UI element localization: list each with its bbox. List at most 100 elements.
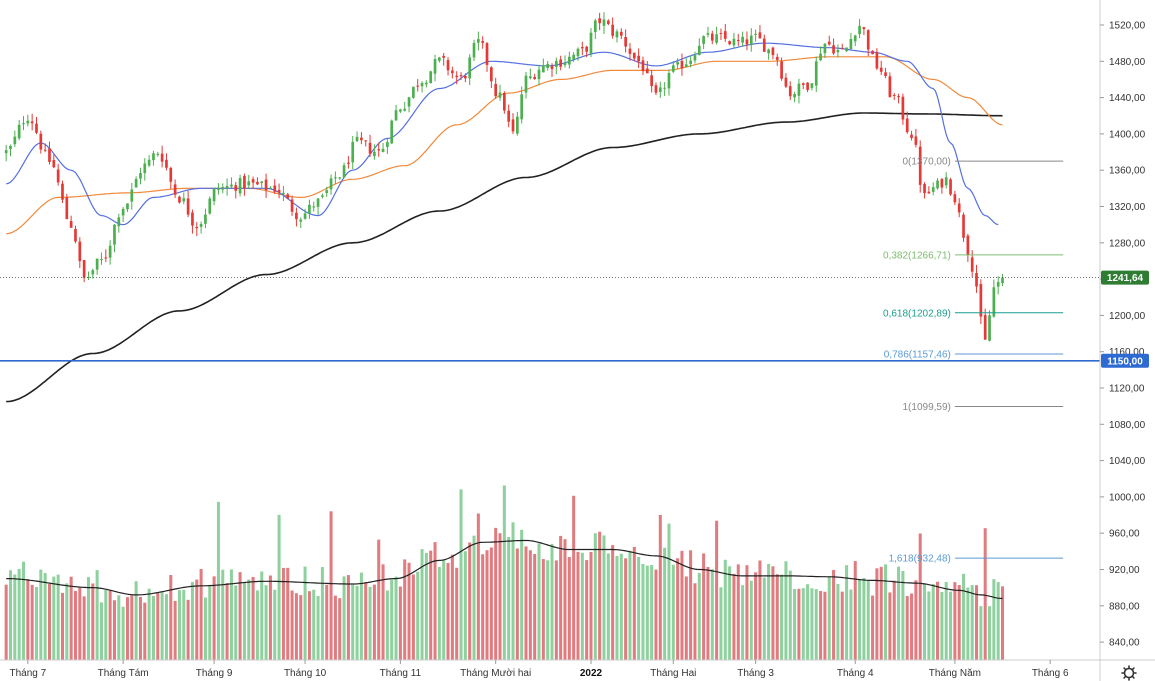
candle-body [684, 64, 688, 67]
candle-body [979, 283, 983, 317]
volume-bar [758, 560, 762, 661]
candle-body [819, 53, 822, 61]
candle-body [160, 153, 164, 162]
volume-bar [884, 564, 888, 661]
volume-bar [988, 606, 992, 661]
candle-body [152, 153, 155, 161]
x-tick-label[interactable]: Tháng 4 [837, 668, 874, 679]
candle-body [949, 179, 952, 195]
volume-bar [515, 548, 519, 661]
candle-body [762, 38, 766, 52]
volume-bar [840, 591, 844, 661]
candle-body [494, 83, 498, 97]
volume-bar [208, 584, 212, 661]
candle-body [628, 48, 632, 54]
volume-bar [996, 582, 1000, 661]
candle-body [749, 35, 753, 45]
candle-body [260, 181, 264, 184]
candle-body [892, 94, 896, 96]
candlesticks [4, 12, 1004, 342]
candle-body [780, 61, 783, 79]
candle-body [147, 159, 151, 166]
volume-bar [229, 569, 233, 661]
candle-body [528, 76, 532, 79]
volume-bar [901, 571, 905, 661]
volume-bar [255, 590, 259, 661]
candle-body [645, 68, 649, 74]
candle-body [511, 119, 515, 132]
volume-bar [112, 600, 116, 661]
volume-bar [160, 591, 164, 661]
candle-body [442, 55, 446, 58]
candle-body [516, 116, 519, 134]
candle-body [446, 60, 450, 71]
volume-bar [914, 580, 918, 661]
volume-bar [459, 489, 463, 661]
candle-body [879, 67, 883, 72]
candle-body [30, 121, 34, 124]
volume-bar [411, 574, 415, 661]
x-tick-label[interactable]: Tháng Năm [929, 668, 981, 679]
candle-body [801, 83, 805, 85]
candle-body [953, 194, 957, 203]
volume-bar [494, 527, 498, 661]
volume-bar [567, 557, 571, 661]
x-tick-label[interactable]: Tháng 3 [737, 668, 774, 679]
volume-bar [719, 587, 723, 661]
settings-button[interactable] [1121, 665, 1137, 681]
x-tick-label[interactable]: Tháng 11 [380, 668, 422, 679]
candle-body [546, 63, 550, 68]
fib-level-label: 0,618(1202,89) [883, 308, 951, 319]
candle-body [983, 315, 987, 340]
price-lines[interactable] [0, 277, 1100, 362]
volume-bar [195, 579, 199, 661]
candle-body [78, 241, 82, 262]
volume-bar [316, 596, 320, 661]
volume-bar [498, 533, 502, 661]
x-tick-label[interactable]: Tháng Tám [98, 668, 149, 679]
candle-body [503, 92, 506, 111]
time-axis[interactable]: Tháng 7 Tháng Tám Tháng 9 Tháng 10 Tháng 11 T… [9, 660, 1069, 679]
volume-bar [966, 587, 970, 661]
volume-bar [30, 584, 34, 661]
volume-bar [26, 579, 30, 661]
volume-bar [693, 583, 697, 661]
x-tick-label[interactable]: Tháng 9 [196, 668, 233, 679]
gear-icon[interactable] [1123, 667, 1135, 679]
volume-bar [390, 579, 394, 661]
x-tick-label[interactable]: Tháng 6 [1032, 668, 1069, 679]
fibonacci-retracement[interactable]: 0(1370,00) 0,382(1266,71) 0,618(1202,89) 0,… [883, 157, 1064, 565]
candle-body [823, 43, 827, 54]
volume-bar [342, 576, 346, 661]
volume-bar [138, 596, 142, 661]
volume-bar [931, 583, 935, 661]
volume-bar [329, 511, 333, 661]
candle-body [91, 270, 95, 275]
candle-body [806, 82, 809, 90]
x-tick-label[interactable]: Tháng 10 [284, 668, 327, 679]
volume-bar [182, 589, 186, 661]
x-tick-label[interactable]: Tháng Mười hai [460, 668, 531, 679]
volume-bar [892, 580, 896, 661]
volume-bar [827, 576, 831, 661]
candle-body [377, 149, 381, 151]
volume-bar [307, 591, 311, 661]
volume-bar [511, 522, 515, 661]
x-tick-label[interactable]: 2022 [580, 668, 603, 679]
candle-body [195, 226, 199, 229]
x-tick-label[interactable]: Tháng Hai [650, 668, 696, 679]
candle-body [533, 76, 537, 79]
volume-bar [723, 559, 727, 661]
candle-body [355, 136, 359, 142]
volume-bar [468, 542, 472, 661]
y-tick-label: 1160,00 [1109, 347, 1145, 358]
candle-body [901, 96, 905, 120]
x-tick-label[interactable]: Tháng 7 [9, 668, 46, 679]
candle-body [286, 194, 290, 199]
volume-bar [372, 584, 376, 661]
volume-bar [806, 584, 810, 661]
fib-level-label: 0(1370,00) [903, 157, 951, 168]
candle-body [507, 110, 511, 122]
